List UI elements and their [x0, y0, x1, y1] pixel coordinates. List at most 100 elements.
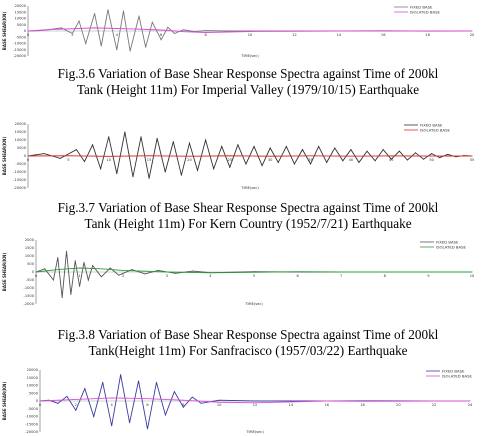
- x-tick-label: 6: [160, 33, 163, 37]
- chart-imperial-valley: 20000 15000 10000 5000 0 -5000 -10000 -15000 -20…: [0, 2, 496, 60]
- y-axis-label: BASE SHEAR(KN): [2, 382, 7, 421]
- series-isolated-base: [35, 267, 472, 274]
- data-point: [390, 158, 392, 160]
- data-point: [107, 9, 109, 11]
- data-point: [334, 147, 336, 149]
- y-tick-label: -10000: [25, 415, 38, 419]
- x-tick-label: 9: [427, 274, 430, 278]
- data-point: [277, 161, 279, 163]
- caption-line-1: Fig.3.6 Variation of Base Shear Response…: [57, 66, 439, 81]
- x-tick-label: 20: [470, 33, 475, 37]
- y-tick-label: 1000: [25, 254, 35, 258]
- data-point: [138, 15, 140, 17]
- y-tick-label: 20000: [27, 368, 39, 372]
- y-tick-label: 5000: [17, 23, 27, 27]
- y-tick-label: 15000: [15, 10, 27, 14]
- data-point: [116, 173, 118, 175]
- x-tick-label: 10: [217, 403, 222, 407]
- data-point: [102, 381, 104, 383]
- data-point: [57, 257, 59, 259]
- data-point: [132, 176, 134, 178]
- series-isolated-base: [27, 155, 473, 157]
- data-point: [205, 30, 207, 32]
- data-point: [175, 272, 177, 274]
- data-point: [301, 149, 303, 151]
- x-tick-label: 12: [253, 403, 258, 407]
- series-fixed-base: [27, 131, 473, 179]
- x-tick-label: 2: [75, 403, 77, 407]
- data-point: [151, 21, 153, 23]
- data-point: [124, 131, 126, 133]
- data-point: [192, 270, 194, 272]
- caption-fig-3-6: Fig.3.6 Variation of Base Shear Response…: [0, 66, 496, 98]
- data-point: [83, 261, 85, 263]
- data-point: [406, 159, 408, 161]
- caption-line-1: Fig.3.8 Variation of Base Shear Response…: [57, 327, 439, 342]
- y-tick-label: -2000: [24, 302, 35, 306]
- x-tick-label: 6: [296, 274, 299, 278]
- y-tick-label: -500: [26, 278, 35, 282]
- x-tick-label: 4: [116, 33, 119, 37]
- caption-line-1: Fig.3.7 Variation of Base Shear Response…: [57, 200, 439, 215]
- series-fixed-base: [39, 374, 470, 429]
- y-tick-label: 500: [27, 262, 35, 266]
- x-tick-label: 0: [39, 403, 42, 407]
- data-point: [318, 145, 320, 147]
- caption-fig-3-7: Fig.3.7 Variation of Base Shear Response…: [0, 200, 496, 232]
- data-point: [290, 400, 292, 402]
- y-tick-label: 10000: [15, 17, 27, 21]
- x-tick-label: 0: [35, 274, 38, 278]
- y-axis-label: BASE SHEAR(KN): [2, 12, 7, 51]
- data-point: [221, 145, 223, 147]
- data-point: [122, 10, 124, 12]
- data-point: [145, 46, 147, 48]
- x-tick-label: 22: [432, 403, 437, 407]
- data-point: [138, 380, 140, 382]
- data-point: [84, 161, 86, 163]
- data-point: [173, 391, 175, 393]
- data-point: [160, 39, 162, 41]
- y-tick-label: -20000: [13, 54, 26, 58]
- data-point: [156, 137, 158, 139]
- caption-line-2: Tank(Height 11m) For Sanfracisco (1957/0…: [88, 343, 408, 358]
- x-tick-label: 3: [166, 274, 168, 278]
- data-point: [253, 145, 255, 147]
- data-point: [245, 163, 247, 165]
- y-tick-label: -5000: [16, 162, 27, 166]
- data-point: [172, 141, 174, 143]
- data-point: [57, 402, 59, 404]
- x-axis-label: TIME(sec): [244, 302, 263, 306]
- y-tick-label: -15000: [13, 178, 26, 182]
- data-point: [167, 26, 169, 28]
- y-tick-label: -5000: [16, 35, 27, 39]
- chart-svg: 20000150001000050000-5000-10000-15000-20…: [2, 368, 473, 434]
- legend-label: ISOLATED BASE: [436, 244, 466, 249]
- x-tick-label: 2: [122, 274, 124, 278]
- data-point: [180, 174, 182, 176]
- y-tick-label: 1500: [25, 246, 35, 250]
- x-tick-label: 0: [27, 33, 30, 37]
- data-point: [111, 425, 113, 427]
- data-point: [358, 161, 360, 163]
- x-tick-label: 4: [111, 403, 114, 407]
- y-axis-label: BASE SHEAR(KN): [2, 137, 7, 176]
- data-point: [237, 144, 239, 146]
- data-point: [254, 400, 256, 402]
- legend-label: ISOLATED BASE: [442, 373, 472, 378]
- x-tick-label: 25: [228, 158, 233, 162]
- x-tick-label: 12: [292, 33, 297, 37]
- x-tick-label: 30: [268, 158, 273, 162]
- data-point: [109, 267, 111, 269]
- y-tick-label: -10000: [13, 42, 26, 46]
- x-tick-label: 40: [349, 158, 354, 162]
- y-tick-label: 5000: [17, 146, 27, 150]
- chart-fourth-earthquake: 20000 15000 10000 5000 0 -5000 -10000 -15000 -20…: [0, 366, 496, 436]
- y-axis-label: BASE SHEAR(KN): [2, 253, 7, 292]
- caption-line-2: Tank (Height 11m) For Kern Country (1952…: [84, 216, 412, 231]
- y-tick-label: -10000: [13, 170, 26, 174]
- data-point: [92, 144, 94, 146]
- data-point: [66, 250, 68, 252]
- data-point: [285, 145, 287, 147]
- y-tick-label: 10000: [27, 384, 39, 388]
- x-tick-label: 5: [253, 274, 255, 278]
